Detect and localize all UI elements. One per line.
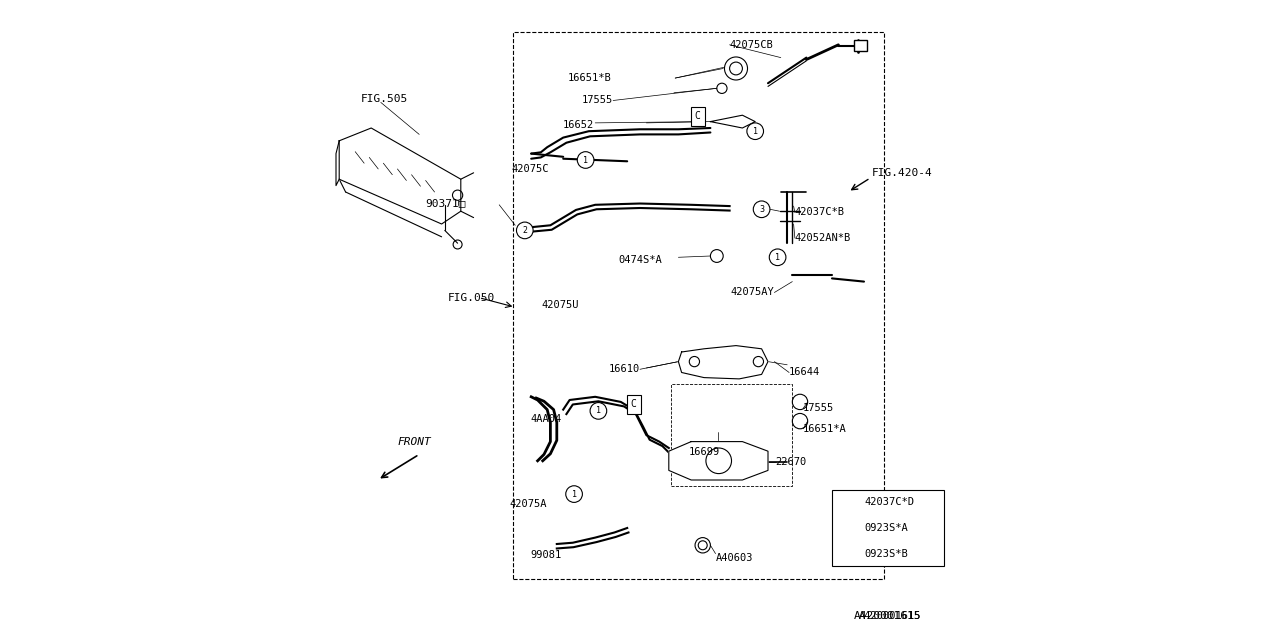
Text: 42052AN*B: 42052AN*B <box>795 233 851 243</box>
Bar <box>691 107 704 126</box>
Text: 16651*B: 16651*B <box>567 73 612 83</box>
Polygon shape <box>678 346 768 379</box>
Circle shape <box>699 541 708 550</box>
Text: 42037C*B: 42037C*B <box>795 207 845 218</box>
Text: 1: 1 <box>776 253 780 262</box>
Text: 90371□: 90371□ <box>425 198 466 209</box>
Text: 17555: 17555 <box>582 95 613 106</box>
Text: 16699: 16699 <box>689 447 719 458</box>
Text: FRONT: FRONT <box>398 436 431 447</box>
Text: 0923S*B: 0923S*B <box>864 548 908 559</box>
Text: 42075A: 42075A <box>509 499 548 509</box>
Polygon shape <box>710 115 755 128</box>
Text: A420001615: A420001615 <box>854 611 922 621</box>
Text: FIG.505: FIG.505 <box>361 94 407 104</box>
Text: 1: 1 <box>596 406 600 415</box>
Text: 2: 2 <box>522 226 527 235</box>
Text: 1: 1 <box>842 498 846 507</box>
Text: 16651*A: 16651*A <box>804 424 847 434</box>
Circle shape <box>516 222 534 239</box>
Text: 3: 3 <box>759 205 764 214</box>
Text: A420001615: A420001615 <box>859 611 922 621</box>
Text: C: C <box>631 399 636 410</box>
Circle shape <box>753 201 771 218</box>
Circle shape <box>748 123 764 140</box>
Text: 3: 3 <box>842 549 846 558</box>
Text: 0474S*A: 0474S*A <box>618 255 663 266</box>
Bar <box>671 384 792 486</box>
Text: 4AA04: 4AA04 <box>531 414 562 424</box>
Text: 42075AY: 42075AY <box>731 287 774 298</box>
Text: 0923S*A: 0923S*A <box>864 523 908 533</box>
Text: 16652: 16652 <box>563 120 594 130</box>
Polygon shape <box>335 141 339 186</box>
Bar <box>627 395 641 414</box>
Text: 1: 1 <box>572 490 576 499</box>
Bar <box>855 40 868 51</box>
Circle shape <box>590 403 607 419</box>
Polygon shape <box>339 128 461 224</box>
Circle shape <box>566 486 582 502</box>
Text: 42075C: 42075C <box>512 164 549 174</box>
Text: 2: 2 <box>842 524 846 532</box>
Text: FIG.050: FIG.050 <box>448 292 495 303</box>
Text: 17555: 17555 <box>804 403 835 413</box>
Text: 22670: 22670 <box>776 457 806 467</box>
Text: C: C <box>695 111 700 122</box>
Text: 42075U: 42075U <box>541 300 580 310</box>
Text: FIG.420-4: FIG.420-4 <box>872 168 932 178</box>
Bar <box>832 490 945 566</box>
Circle shape <box>769 249 786 266</box>
Circle shape <box>577 152 594 168</box>
Circle shape <box>730 62 742 75</box>
Text: A40603: A40603 <box>716 553 753 563</box>
Text: 42037C*D: 42037C*D <box>864 497 914 508</box>
Circle shape <box>836 545 852 562</box>
Text: 16610: 16610 <box>609 364 640 374</box>
Text: 99081: 99081 <box>531 550 562 560</box>
Text: 1: 1 <box>753 127 758 136</box>
Text: 1: 1 <box>584 156 588 164</box>
Bar <box>513 32 884 579</box>
Text: 16644: 16644 <box>788 367 820 378</box>
Text: 42075CB: 42075CB <box>730 40 773 50</box>
Circle shape <box>836 520 852 536</box>
Circle shape <box>836 494 852 511</box>
Polygon shape <box>668 442 768 480</box>
